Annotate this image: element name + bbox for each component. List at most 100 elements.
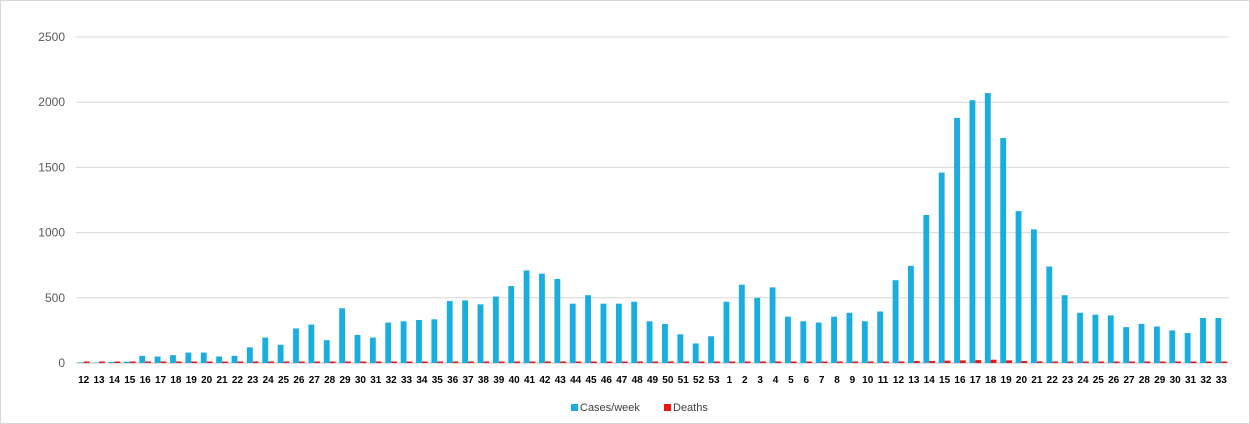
bar-cases [139,355,146,363]
bar-cases [754,297,761,363]
x-tick-label: 32 [1200,375,1212,386]
x-tick-label: 46 [601,375,613,386]
bar-cases [446,301,453,363]
bar-cases [646,321,653,363]
bar-deaths [298,361,305,363]
bar-cases [1107,315,1114,363]
x-tick-label: 10 [862,375,874,386]
bar-deaths [867,361,874,363]
x-tick-label: 11 [878,375,889,386]
x-tick-label: 3 [757,375,763,386]
y-tick-label: 1000 [38,226,65,240]
bar-cases [677,334,684,363]
x-axis-ticks: 12 13 14 15 16 17 18 19 20 21 22 23 24 25 26 27 28 29 30 31… [78,375,1227,386]
x-tick-label: 34 [416,375,428,386]
x-tick-label: 19 [1001,375,1013,386]
y-tick-label: 0 [58,356,65,370]
bar-deaths [836,361,843,363]
x-tick-label: 4 [773,375,779,386]
bar-cases [170,355,176,363]
bar-deaths [114,361,121,363]
x-tick-label: 29 [1154,375,1166,386]
bar-deaths [99,361,105,363]
bar-cases [262,337,269,363]
bar-deaths [652,361,659,363]
bar-deaths [575,361,582,363]
x-tick-label: 30 [1170,375,1182,386]
bar-cases [708,336,714,363]
bar-deaths [806,361,813,363]
bar-cases [938,172,945,363]
bar-cases [154,356,161,363]
bar-deaths [206,361,213,363]
bar-cases [831,316,837,363]
x-tick-label: 22 [1047,375,1059,386]
bar-cases [1215,318,1222,363]
bar-cases [1061,295,1068,363]
bar-cases [662,323,668,363]
bar-deaths [222,361,228,363]
bar-deaths [1129,361,1135,363]
bar-deaths [1052,361,1059,363]
bar-deaths [529,361,536,363]
bar-cases [861,321,868,363]
x-tick-label: 48 [632,375,644,386]
bar-cases [416,319,422,363]
bar-deaths [1098,361,1105,363]
x-tick-label: 14 [109,375,121,386]
bar-cases [800,321,807,363]
bar-deaths [944,360,951,363]
bar-deaths [913,361,920,363]
bar-deaths [268,361,275,363]
bar-cases [954,117,960,364]
x-tick-label: 37 [462,375,474,386]
x-tick-label: 40 [509,375,521,386]
bar-cases [339,308,346,363]
bar-cases [1169,330,1176,363]
bar-cases [815,322,822,363]
x-tick-label: 35 [432,375,444,386]
x-tick-label: 21 [1031,375,1043,386]
bar-deaths [175,361,182,363]
x-tick-label: 26 [1108,375,1120,386]
bar-cases [477,304,484,363]
bar-deaths [329,361,336,363]
x-tick-label: 24 [1077,375,1089,386]
bar-deaths [145,361,152,363]
x-tick-label: 31 [1185,375,1197,386]
bar-deaths [468,361,474,363]
bar-deaths [1205,361,1212,363]
x-tick-label: 12 [893,375,905,386]
bar-cases [569,303,576,363]
bar-deaths [775,361,782,363]
bar-cases [185,352,192,363]
bar-cases [246,347,253,363]
x-tick-label: 17 [970,375,982,386]
bar-deaths [729,361,736,363]
bar-cases [1184,333,1191,363]
bar-cases [123,361,130,363]
bar-deaths [391,361,397,363]
bar-deaths [314,361,321,363]
bar-deaths [421,361,428,363]
x-tick-label: 52 [693,375,705,386]
x-tick-label: 31 [370,375,382,386]
bar-cases [385,322,392,363]
x-tick-label: 16 [954,375,966,386]
x-tick-label: 13 [93,375,105,386]
bar-cases [400,321,407,363]
y-tick-label: 1500 [38,160,65,174]
bar-deaths [560,361,567,363]
bar-deaths [83,361,90,363]
bar-cases [1000,138,1007,363]
bar-deaths [345,361,351,363]
bars [77,93,1228,364]
bar-deaths [637,361,643,363]
bar-cases [462,300,469,363]
bar-deaths [452,361,459,363]
bar-cases [631,301,638,363]
bar-deaths [360,361,367,363]
bar-deaths [990,359,997,363]
bar-deaths [898,361,905,363]
bar-deaths [283,361,290,363]
